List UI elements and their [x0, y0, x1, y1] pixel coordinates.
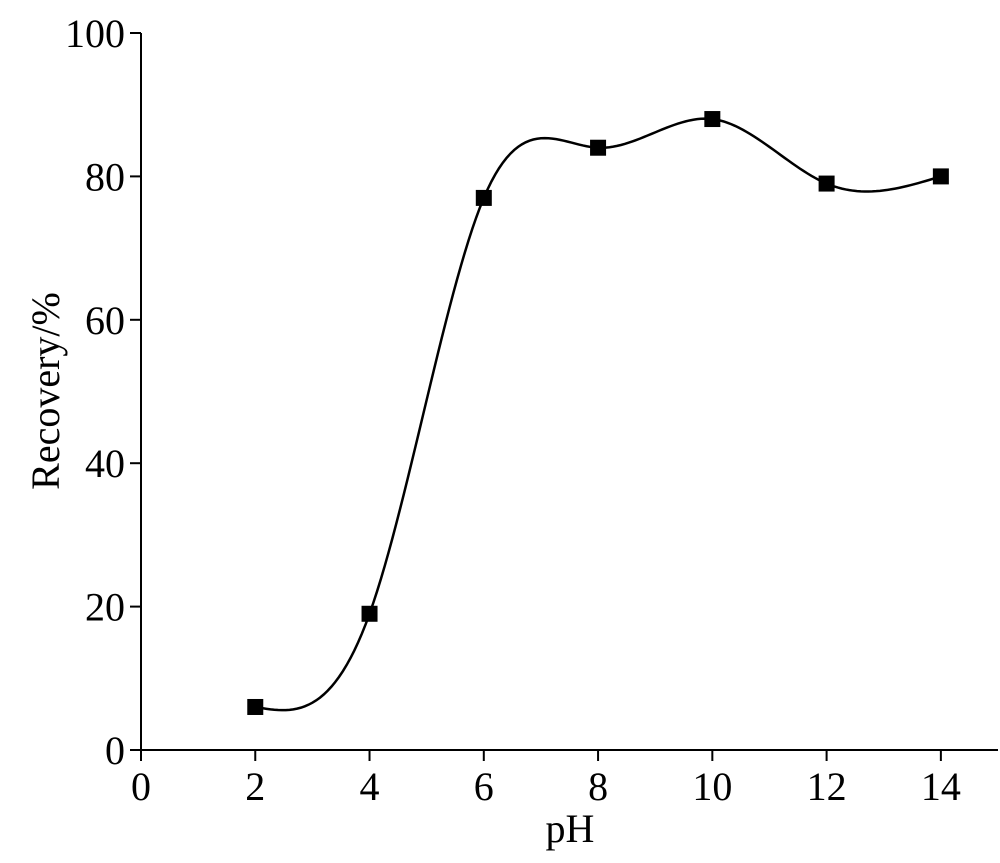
y-axis-label: Recovery/%: [23, 292, 68, 490]
y-tick-label: 100: [65, 11, 125, 56]
x-tick-label: 10: [692, 764, 732, 809]
data-line: [255, 117, 942, 712]
data-point: [818, 175, 835, 192]
data-point: [590, 139, 607, 156]
data-point: [704, 111, 721, 128]
y-tick-label: 60: [85, 298, 125, 343]
x-tick-label: 8: [588, 764, 608, 809]
x-axis-label: pH: [546, 806, 595, 851]
y-tick-label: 80: [85, 154, 125, 199]
x-tick-label: 2: [245, 764, 265, 809]
x-tick-label: 6: [474, 764, 494, 809]
x-tick-label: 0: [131, 764, 151, 809]
data-point: [361, 605, 378, 622]
data-point: [247, 698, 264, 715]
x-tick-label: 14: [921, 764, 961, 809]
x-tick-label: 4: [360, 764, 380, 809]
y-tick-label: 20: [85, 585, 125, 630]
y-tick-label: 40: [85, 441, 125, 486]
data-point: [475, 189, 492, 206]
y-tick-label: 0: [105, 728, 125, 773]
data-point: [932, 168, 949, 185]
x-tick-label: 12: [807, 764, 847, 809]
